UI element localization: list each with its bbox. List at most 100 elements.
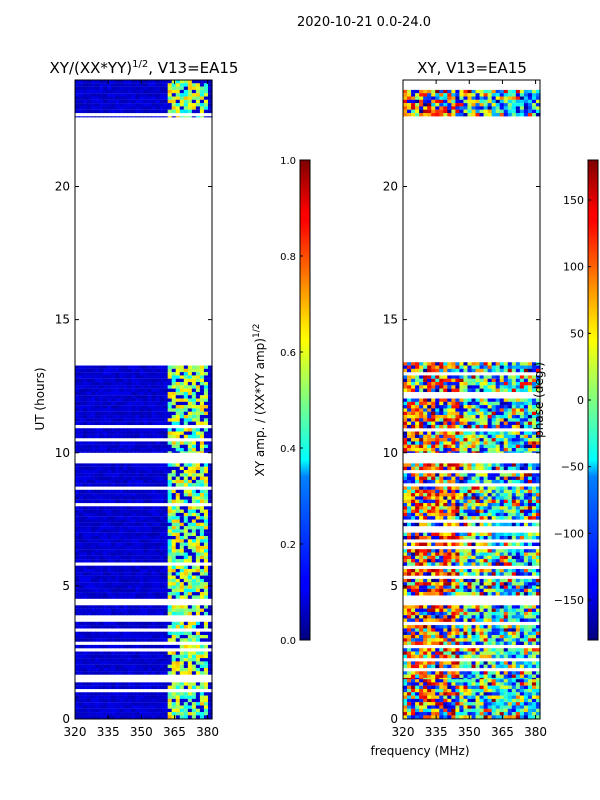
heatmap-cell bbox=[135, 378, 141, 383]
heatmap-cell bbox=[535, 559, 541, 563]
heatmap-cell bbox=[91, 529, 96, 533]
heatmap-cell bbox=[139, 545, 145, 550]
heatmap-cell bbox=[103, 705, 108, 709]
heatmap-cell bbox=[155, 644, 161, 649]
heatmap-cell bbox=[179, 658, 185, 662]
heatmap-cell bbox=[199, 635, 205, 639]
heatmap-cell bbox=[499, 562, 505, 566]
heatmap-cell bbox=[467, 559, 473, 563]
heatmap-cell bbox=[207, 529, 213, 533]
heatmap-cell bbox=[135, 411, 141, 416]
heatmap-cell bbox=[79, 372, 84, 376]
heatmap-cell bbox=[79, 651, 84, 655]
heatmap-cell bbox=[103, 658, 108, 662]
heatmap-cell bbox=[163, 496, 169, 500]
heatmap-cell bbox=[175, 661, 181, 665]
heatmap-cell bbox=[207, 372, 213, 376]
heatmap-cell bbox=[75, 668, 80, 672]
heatmap-cell bbox=[79, 545, 84, 550]
heatmap-cell bbox=[91, 644, 96, 649]
heatmap-cell bbox=[95, 631, 100, 636]
heatmap-cell bbox=[151, 682, 157, 686]
heatmap-cell bbox=[167, 401, 173, 406]
heatmap-cell bbox=[199, 80, 205, 84]
heatmap-cell bbox=[203, 408, 209, 412]
heatmap-cell bbox=[463, 463, 469, 467]
heatmap-cell bbox=[147, 715, 153, 719]
heatmap-cell bbox=[135, 444, 141, 449]
heatmap-cell bbox=[439, 479, 444, 484]
heatmap-cell bbox=[535, 473, 541, 477]
heatmap-cell bbox=[163, 702, 169, 706]
heatmap-cell bbox=[131, 473, 137, 477]
heatmap-cell bbox=[199, 682, 205, 686]
heatmap-cell bbox=[107, 582, 112, 586]
heatmap-cell bbox=[171, 621, 177, 626]
heatmap-cell bbox=[147, 470, 153, 474]
heatmap-cell bbox=[127, 575, 133, 579]
heatmap-cell bbox=[199, 86, 205, 90]
heatmap-cell bbox=[87, 572, 92, 576]
heatmap-cell bbox=[207, 526, 213, 530]
heatmap-cell bbox=[443, 562, 448, 566]
heatmap-cell bbox=[167, 605, 173, 609]
heatmap-cell bbox=[411, 698, 416, 703]
heatmap-cell bbox=[531, 509, 537, 513]
heatmap-cell bbox=[495, 685, 501, 690]
heatmap-cell bbox=[471, 542, 477, 546]
heatmap-cell bbox=[203, 549, 209, 553]
heatmap-row bbox=[75, 559, 213, 563]
heatmap-cell bbox=[499, 559, 505, 563]
heatmap-cell bbox=[163, 512, 169, 517]
heatmap-row bbox=[403, 496, 541, 500]
heatmap-cell bbox=[123, 391, 128, 396]
heatmap-cell bbox=[495, 496, 501, 500]
heatmap-cell bbox=[127, 473, 133, 477]
heatmap-cell bbox=[515, 463, 521, 467]
heatmap-cell bbox=[99, 479, 104, 484]
heatmap-cell bbox=[135, 668, 141, 672]
heatmap-cell bbox=[183, 506, 189, 510]
heatmap-cell bbox=[195, 489, 201, 494]
heatmap-cell bbox=[103, 671, 108, 675]
heatmap-cell bbox=[407, 679, 412, 683]
heatmap-cell bbox=[431, 685, 436, 690]
heatmap-cell bbox=[103, 654, 108, 659]
heatmap-cell bbox=[443, 685, 448, 690]
heatmap-cell bbox=[123, 565, 128, 570]
heatmap-cell bbox=[183, 431, 189, 435]
heatmap-cell bbox=[203, 512, 209, 517]
heatmap-cell bbox=[79, 448, 84, 452]
heatmap-cell bbox=[115, 375, 120, 379]
heatmap-cell bbox=[447, 503, 452, 507]
heatmap-cell bbox=[115, 588, 120, 593]
heatmap-cell bbox=[143, 605, 149, 609]
heatmap-row bbox=[75, 695, 213, 699]
heatmap-cell bbox=[171, 712, 177, 716]
heatmap-cell bbox=[463, 503, 469, 507]
heatmap-cell bbox=[203, 509, 209, 513]
heatmap-cell bbox=[191, 489, 197, 494]
heatmap-cell bbox=[207, 415, 213, 419]
heatmap-cell bbox=[531, 559, 537, 563]
heatmap-cell bbox=[87, 552, 92, 556]
heatmap-cell bbox=[511, 466, 517, 471]
heatmap-cell bbox=[191, 106, 197, 110]
heatmap-cell bbox=[119, 569, 124, 573]
heatmap-cell bbox=[203, 434, 209, 439]
heatmap-cell bbox=[151, 473, 157, 477]
heatmap-row bbox=[75, 451, 213, 453]
heatmap-cell bbox=[475, 542, 481, 546]
heatmap-cell bbox=[115, 499, 120, 504]
heatmap-cell bbox=[171, 418, 177, 422]
heatmap-cell bbox=[427, 532, 432, 537]
x-tick-label: 320 bbox=[64, 725, 87, 739]
heatmap-cell bbox=[191, 559, 197, 563]
heatmap-cell bbox=[535, 692, 541, 696]
heatmap-cell bbox=[515, 695, 521, 699]
heatmap-cell bbox=[167, 466, 173, 471]
heatmap-cell bbox=[515, 698, 521, 703]
heatmap-cell bbox=[491, 578, 497, 583]
heatmap-cell bbox=[135, 522, 141, 527]
heatmap-cell bbox=[151, 93, 157, 97]
